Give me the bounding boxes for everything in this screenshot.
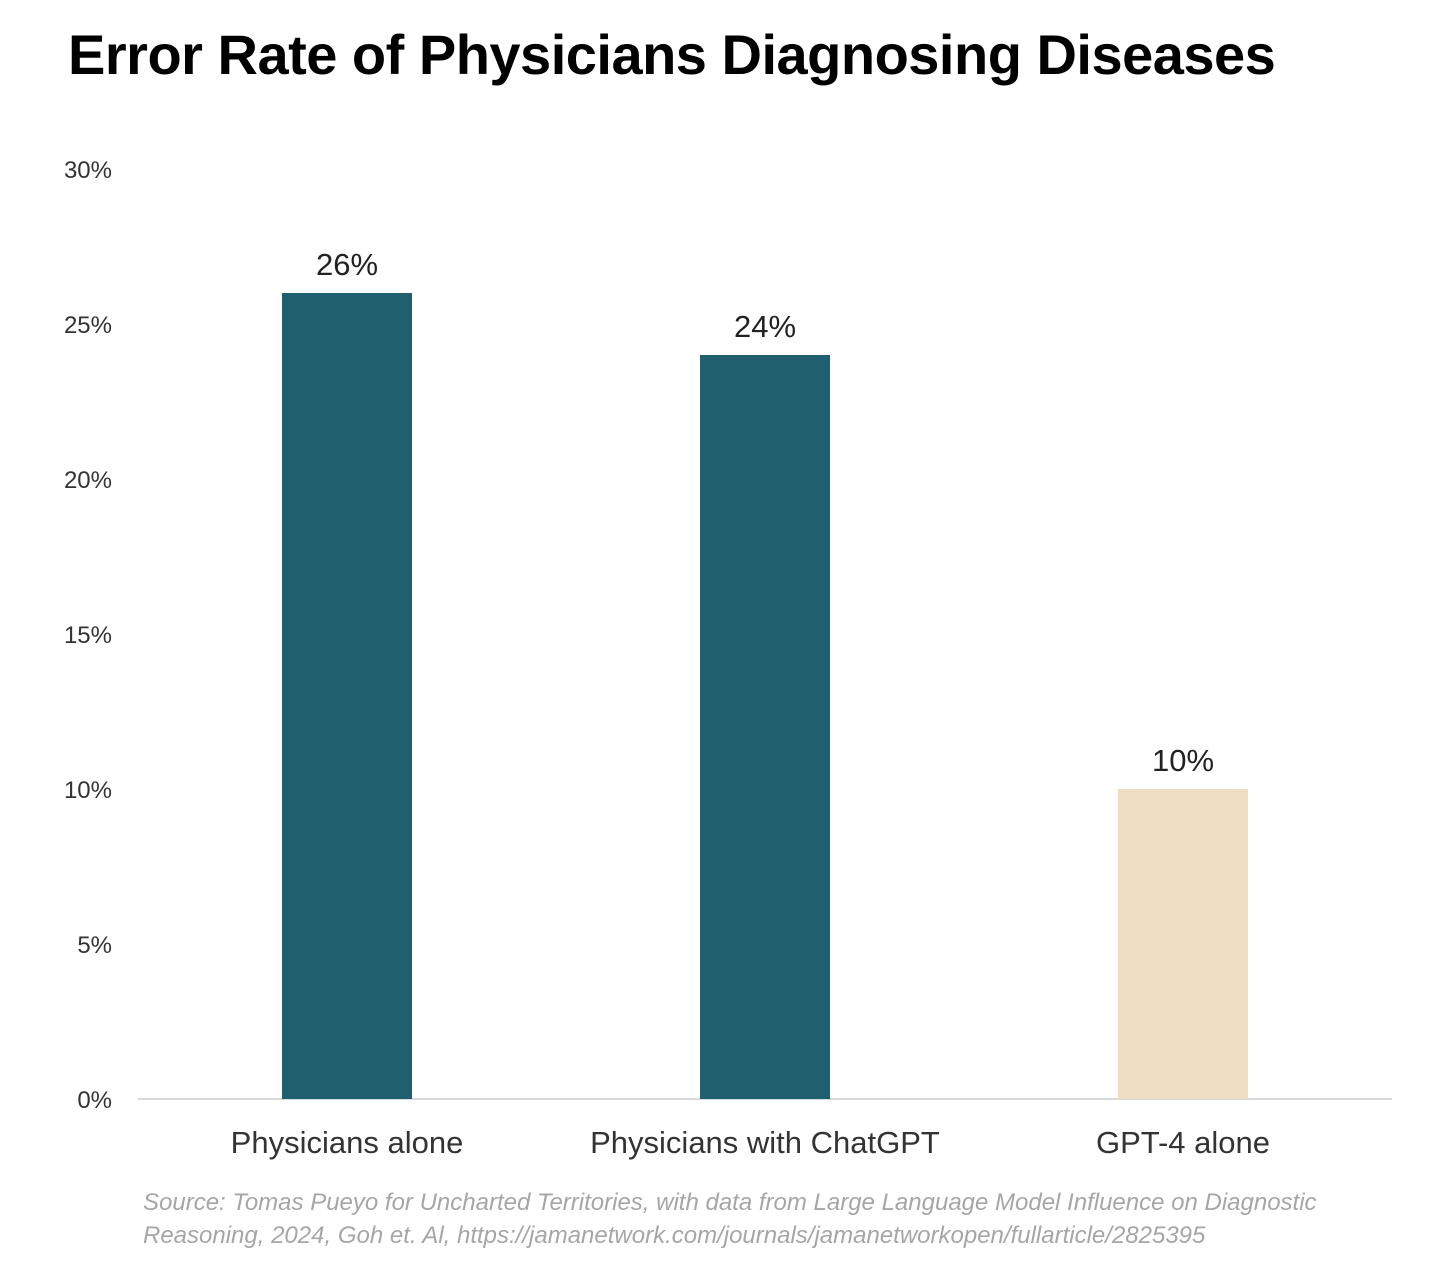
chart-title: Error Rate of Physicians Diagnosing Dise…: [68, 23, 1276, 86]
y-tick-label: 5%: [77, 932, 112, 959]
x-tick-label: Physicians with ChatGPT: [590, 1125, 940, 1160]
y-axis-ticks: 0% 5% 10% 15% 20% 25% 30%: [64, 157, 112, 1114]
x-tick-label: Physicians alone: [231, 1125, 464, 1160]
y-tick-label: 0%: [77, 1087, 112, 1114]
bar: [700, 355, 830, 1099]
bar: [1118, 789, 1248, 1099]
bar: [282, 293, 412, 1099]
source-note: Source: Tomas Pueyo for Uncharted Territ…: [143, 1186, 1443, 1252]
value-labels: 26% 24% 10%: [316, 247, 1214, 778]
source-line: Source: Tomas Pueyo for Uncharted Territ…: [143, 1189, 1317, 1216]
y-tick-label: 10%: [64, 777, 112, 804]
y-tick-label: 25%: [64, 312, 112, 339]
y-tick-label: 20%: [64, 467, 112, 494]
source-line: Reasoning, 2024, Goh et. Al, https://jam…: [143, 1222, 1206, 1249]
y-tick-label: 30%: [64, 157, 112, 184]
data-label: 10%: [1152, 743, 1214, 778]
bars: [282, 293, 1248, 1099]
y-tick-label: 15%: [64, 622, 112, 649]
data-label: 24%: [734, 309, 796, 344]
bar-chart: 0% 5% 10% 15% 20% 25% 30% 26% 24% 10% Physicians…: [64, 157, 1392, 1160]
data-label: 26%: [316, 247, 378, 282]
x-tick-label: GPT-4 alone: [1096, 1125, 1270, 1160]
category-labels: Physicians alone Physicians with ChatGPT G…: [231, 1125, 1270, 1160]
